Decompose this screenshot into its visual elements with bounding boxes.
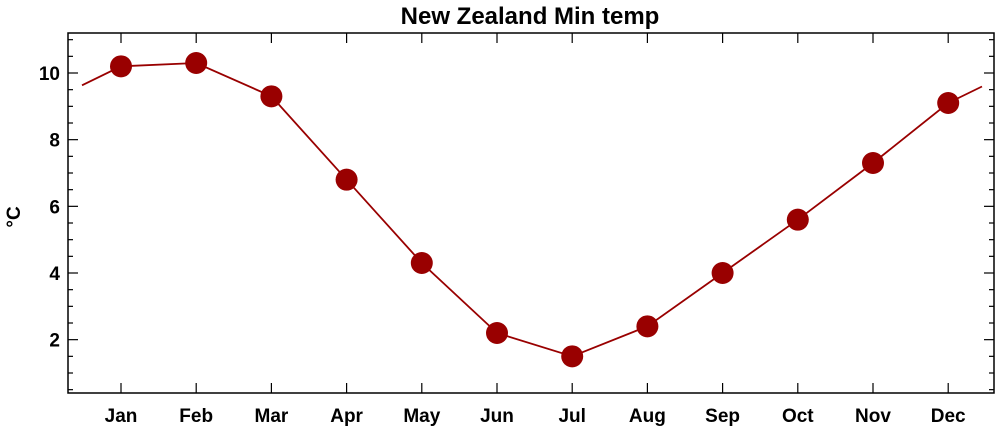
x-axis: Jan Feb Mar Apr May Jun Jul Aug Sep Oct Nov Dec <box>105 33 966 427</box>
x-tick-label: Aug <box>629 406 666 427</box>
data-point-aug <box>636 315 659 338</box>
y-tick-label: 10 <box>39 64 60 85</box>
y-tick-label: 4 <box>49 264 60 285</box>
x-tick-label: Jun <box>480 406 514 427</box>
x-tick-label: Nov <box>855 406 891 427</box>
x-tick-label: May <box>403 406 440 427</box>
series-line <box>81 62 983 358</box>
data-point-may <box>410 252 433 274</box>
series-layer <box>81 52 983 368</box>
chart-title: New Zealand Min temp <box>401 3 660 30</box>
y-tick-label: 6 <box>49 197 60 218</box>
x-tick-label: Feb <box>179 406 213 427</box>
data-point-sep <box>711 262 734 284</box>
data-point-jun <box>486 322 508 344</box>
y-tick-label: 8 <box>49 131 60 152</box>
data-point-jul <box>561 345 584 368</box>
data-point-dec <box>937 92 960 114</box>
x-tick-label: Dec <box>931 406 966 427</box>
x-tick-label: Sep <box>705 406 740 427</box>
data-point-feb <box>185 52 208 74</box>
data-point-nov <box>862 152 884 174</box>
y-tick-label: 2 <box>49 331 60 352</box>
x-tick-label: Jan <box>105 406 138 427</box>
data-point-oct <box>786 208 809 231</box>
data-point-jan <box>110 55 132 78</box>
plot-frame <box>67 32 995 394</box>
y-axis-label: °C <box>4 206 25 228</box>
x-tick-label: Oct <box>782 406 814 427</box>
x-tick-label: Mar <box>255 406 289 427</box>
y-axis: 2 4 6 8 10 <box>39 39 994 391</box>
x-tick-label: Apr <box>330 406 363 427</box>
data-point-mar <box>260 85 283 108</box>
data-point-apr <box>335 168 358 191</box>
x-tick-label: Jul <box>558 406 585 427</box>
